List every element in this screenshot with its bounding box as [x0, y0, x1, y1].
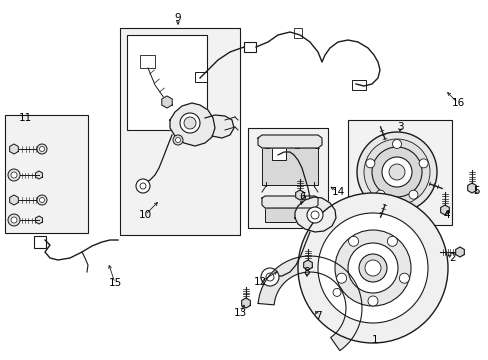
Circle shape — [388, 164, 404, 180]
Polygon shape — [294, 197, 335, 232]
Polygon shape — [170, 103, 215, 146]
Text: 1: 1 — [371, 335, 378, 345]
Text: 15: 15 — [108, 278, 122, 288]
Circle shape — [265, 273, 273, 281]
Circle shape — [386, 236, 397, 246]
Text: 3: 3 — [396, 122, 403, 132]
Circle shape — [348, 236, 358, 246]
Text: 16: 16 — [450, 98, 464, 108]
Circle shape — [332, 288, 340, 296]
Bar — [140, 55, 155, 68]
Circle shape — [310, 211, 318, 219]
Text: 8: 8 — [303, 267, 310, 277]
Polygon shape — [241, 298, 250, 308]
Polygon shape — [258, 256, 361, 351]
Polygon shape — [295, 190, 304, 200]
Circle shape — [358, 254, 386, 282]
Polygon shape — [262, 196, 317, 208]
Polygon shape — [162, 96, 172, 108]
Bar — [247, 128, 327, 228]
Circle shape — [261, 268, 279, 286]
Bar — [262, 148, 317, 185]
Bar — [195, 72, 206, 82]
Text: 13: 13 — [233, 308, 246, 318]
Circle shape — [175, 138, 180, 143]
Bar — [244, 42, 256, 52]
Circle shape — [399, 273, 408, 283]
Circle shape — [408, 190, 417, 199]
Bar — [34, 236, 46, 248]
Text: 2: 2 — [449, 253, 455, 263]
Circle shape — [365, 159, 374, 168]
Polygon shape — [10, 144, 18, 154]
Text: 11: 11 — [19, 113, 32, 123]
Circle shape — [306, 207, 323, 223]
Text: 4: 4 — [443, 210, 449, 220]
Bar — [120, 28, 240, 235]
Text: 5: 5 — [473, 186, 479, 196]
Circle shape — [37, 195, 47, 205]
Text: 9: 9 — [174, 13, 181, 23]
Bar — [264, 208, 314, 222]
Polygon shape — [258, 135, 321, 148]
Circle shape — [363, 139, 429, 205]
Circle shape — [140, 183, 146, 189]
Bar — [351, 80, 365, 90]
Bar — [5, 115, 88, 233]
Circle shape — [336, 273, 346, 283]
Circle shape — [347, 243, 397, 293]
Circle shape — [371, 147, 421, 197]
Circle shape — [37, 144, 47, 154]
Circle shape — [11, 172, 17, 178]
Circle shape — [356, 132, 436, 212]
Circle shape — [317, 213, 427, 323]
Polygon shape — [204, 115, 234, 138]
Circle shape — [180, 113, 200, 133]
Bar — [127, 35, 206, 130]
Circle shape — [334, 230, 410, 306]
Circle shape — [8, 214, 20, 226]
Circle shape — [183, 117, 196, 129]
Polygon shape — [36, 171, 42, 179]
Circle shape — [297, 193, 447, 343]
Circle shape — [375, 190, 384, 199]
Circle shape — [364, 260, 380, 276]
Circle shape — [40, 147, 44, 152]
Polygon shape — [10, 195, 18, 205]
Circle shape — [367, 296, 377, 306]
Text: 14: 14 — [331, 187, 344, 197]
Polygon shape — [467, 183, 475, 193]
Circle shape — [418, 159, 427, 168]
Circle shape — [173, 135, 183, 145]
Polygon shape — [440, 205, 448, 215]
Text: 7: 7 — [314, 311, 321, 321]
Text: 6: 6 — [299, 192, 305, 202]
Circle shape — [392, 139, 401, 148]
Polygon shape — [36, 216, 42, 224]
Circle shape — [40, 198, 44, 202]
Circle shape — [11, 217, 17, 223]
Polygon shape — [303, 260, 312, 270]
Bar — [293, 28, 302, 38]
Circle shape — [8, 169, 20, 181]
Bar — [271, 148, 285, 160]
Polygon shape — [455, 247, 464, 257]
Bar — [347, 120, 451, 225]
Text: 10: 10 — [138, 210, 151, 220]
Circle shape — [381, 157, 411, 187]
Circle shape — [136, 179, 150, 193]
Text: 12: 12 — [253, 277, 266, 287]
